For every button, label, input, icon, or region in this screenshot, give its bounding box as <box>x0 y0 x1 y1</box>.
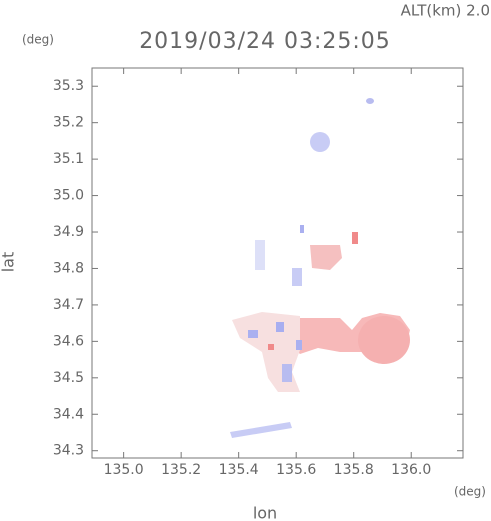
y-tick-label: 34.5 <box>53 370 84 386</box>
x-tick-label: 135.4 <box>219 462 259 478</box>
y-tick-label: 34.8 <box>53 260 84 276</box>
x-tick-label: 135.6 <box>276 462 316 478</box>
y-tick-label: 34.9 <box>53 224 84 240</box>
x-axis-label: lon <box>253 504 277 521</box>
x-tick-label: 135.0 <box>104 462 144 478</box>
altitude: ALT(km) 2.0 <box>401 2 490 20</box>
y-tick-label: 34.6 <box>53 333 84 349</box>
plot-frame <box>91 67 464 459</box>
y-axis-label: lat <box>0 252 18 273</box>
x-unit: (deg) <box>454 485 486 499</box>
x-tick-label: 135.2 <box>161 462 201 478</box>
chart-title: 2019/03/24 03:25:05 <box>139 29 391 54</box>
y-tick-label: 34.4 <box>53 406 84 422</box>
y-tick-label: 35.0 <box>53 188 84 204</box>
x-tick-label: 136.0 <box>391 462 431 478</box>
y-tick-label: 34.7 <box>53 297 84 313</box>
echo-field <box>230 98 410 438</box>
y-unit: (deg) <box>22 33 54 47</box>
y-tick-label: 34.3 <box>53 443 84 459</box>
y-tick-label: 35.2 <box>53 115 84 131</box>
y-tick-label: 35.3 <box>53 78 84 94</box>
y-tick-label: 35.1 <box>53 151 84 167</box>
x-tick-label: 135.8 <box>334 462 374 478</box>
